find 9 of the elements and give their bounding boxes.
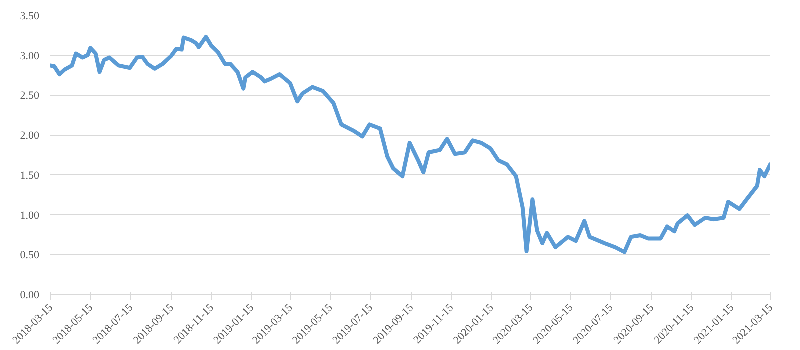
line-series	[50, 35, 770, 254]
y-tick-label: 1.50	[20, 170, 40, 182]
y-tick-label: 1.00	[20, 210, 40, 222]
y-tick-label: 3.00	[20, 50, 40, 62]
y-tick-label: 0.50	[20, 250, 40, 262]
y-tick-label: 0.00	[20, 290, 40, 302]
y-tick-label: 2.00	[20, 130, 40, 142]
y-tick-label: 2.50	[20, 90, 40, 102]
y-tick-label: 3.50	[20, 10, 40, 22]
